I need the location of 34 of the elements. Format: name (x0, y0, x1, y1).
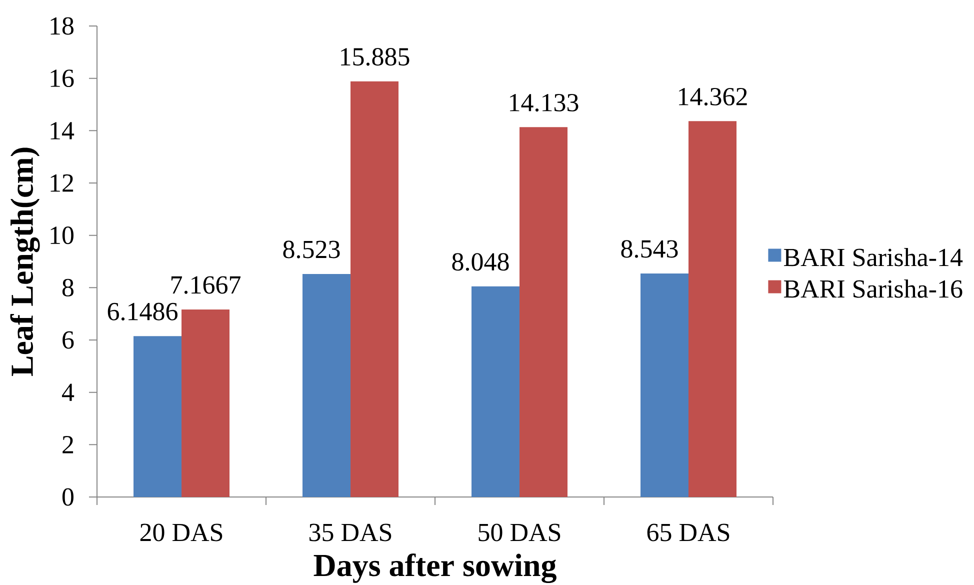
data-label: 7.1667 (171, 276, 241, 294)
x-tick-label: 65 DAS (647, 524, 730, 542)
y-tick-label: 6 (62, 331, 74, 349)
x-tick-label: 35 DAS (309, 524, 392, 542)
data-label: 15.885 (341, 48, 410, 66)
bar (688, 121, 736, 497)
x-tick-label: 50 DAS (478, 524, 560, 542)
y-tick-label: 14 (50, 122, 74, 140)
y-tick-label: 8 (62, 278, 74, 296)
data-label: 6.1486 (108, 302, 178, 320)
data-label: 8.543 (621, 240, 678, 258)
bar (182, 309, 230, 497)
legend-label: BARI Sarisha-14 (784, 248, 963, 266)
data-label: 8.048 (452, 253, 509, 271)
data-label: 14.362 (679, 88, 747, 106)
y-axis-title: Leaf Length(cm) (10, 148, 40, 376)
data-label: 8.523 (283, 240, 340, 258)
bar (302, 274, 351, 497)
legend-label: BARI Sarisha-16 (784, 279, 962, 298)
bar (640, 273, 688, 497)
y-tick-label: 16 (50, 70, 74, 88)
y-tick-label: 18 (50, 17, 74, 35)
bar (520, 127, 568, 497)
y-tick-label: 2 (62, 436, 74, 454)
x-tick-label: 20 DAS (140, 524, 222, 542)
bar (350, 81, 399, 497)
y-tick-label: 4 (62, 384, 74, 401)
bar (134, 336, 182, 497)
x-axis-title: Days after sowing (314, 553, 556, 584)
data-label: 14.133 (510, 94, 578, 112)
y-tick-label: 10 (50, 226, 74, 244)
bar (472, 286, 520, 497)
y-tick-label: 0 (62, 488, 74, 506)
y-tick-label: 12 (50, 174, 74, 192)
